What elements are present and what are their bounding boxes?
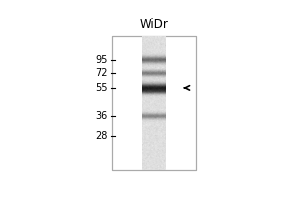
Text: 36: 36 [95,111,107,121]
FancyBboxPatch shape [112,36,196,170]
Text: WiDr: WiDr [139,18,168,31]
Text: 28: 28 [95,131,107,141]
Text: 95: 95 [95,55,107,65]
Text: 55: 55 [95,83,107,93]
Text: 72: 72 [95,68,107,78]
